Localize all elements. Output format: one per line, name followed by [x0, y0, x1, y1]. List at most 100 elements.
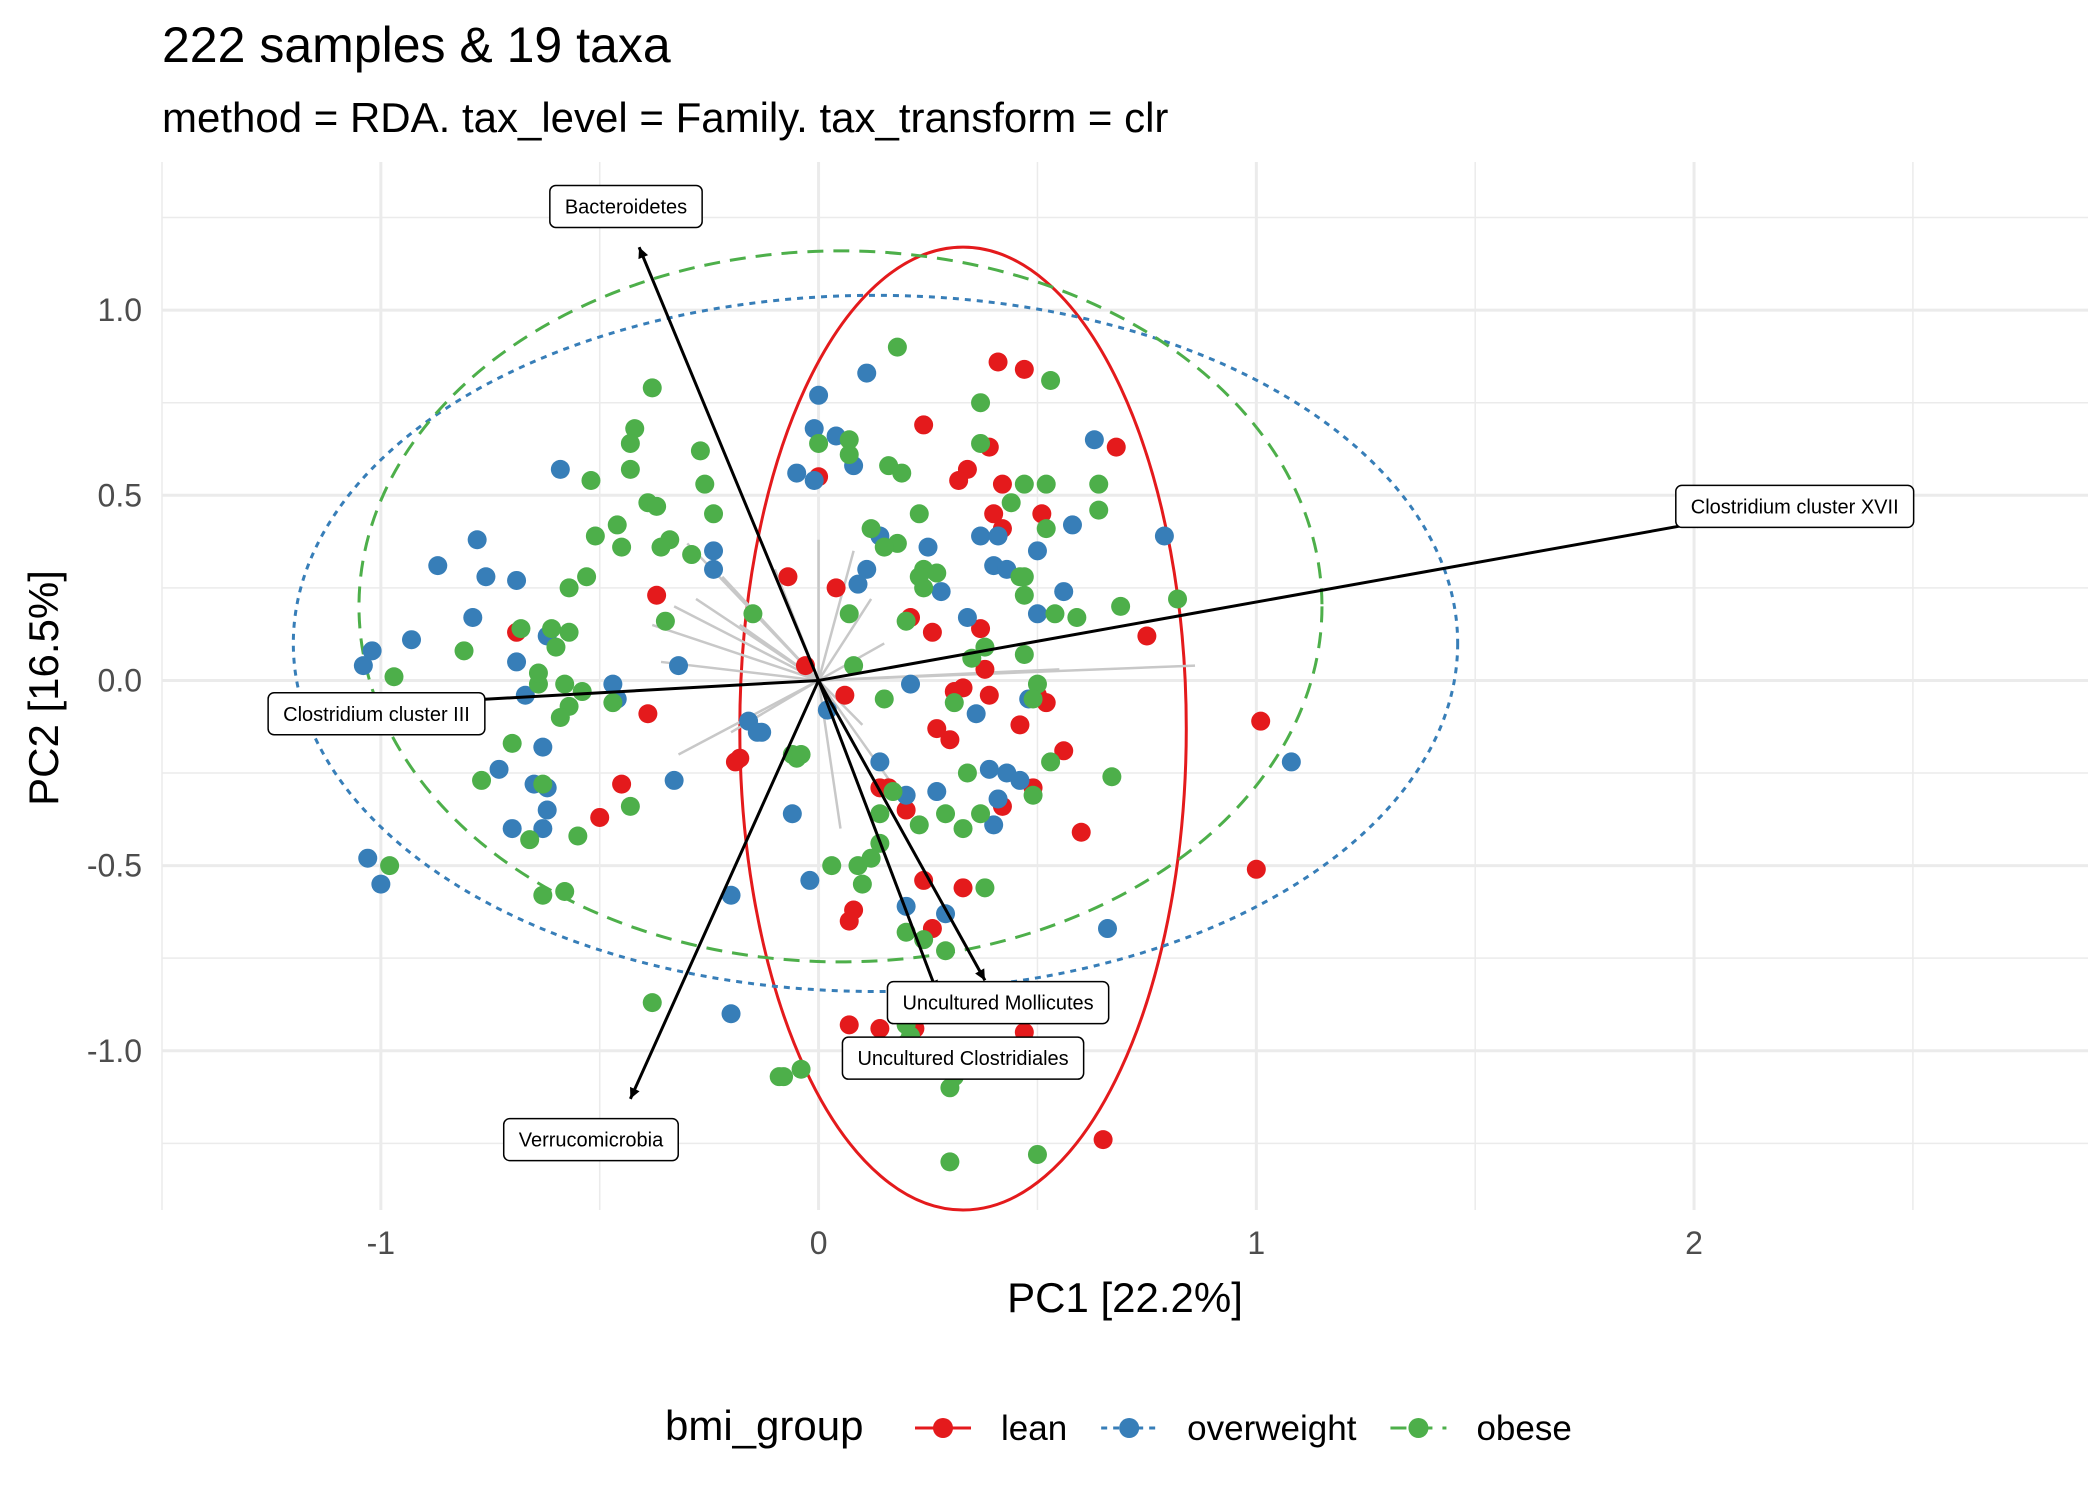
point-obese — [944, 693, 964, 713]
point-overweight — [809, 385, 829, 405]
point-lean — [839, 911, 859, 931]
point-obese — [870, 804, 890, 824]
loading-arrow — [817, 679, 987, 982]
point-overweight — [358, 848, 378, 868]
point-obese — [625, 419, 645, 439]
point-obese — [1001, 493, 1021, 513]
chart-subtitle: method = RDA. tax_level = Family. tax_tr… — [162, 94, 1168, 141]
loading-arrow — [637, 246, 820, 682]
point-overweight — [537, 800, 557, 820]
point-lean — [992, 474, 1012, 494]
point-obese — [384, 667, 404, 687]
point-obese — [655, 611, 675, 631]
point-lean — [953, 678, 973, 698]
minor-loading-arrow — [673, 605, 820, 682]
loading-label: Clostridium cluster III — [267, 692, 486, 736]
y-tick-label: -0.5 — [87, 848, 142, 884]
point-obese — [791, 1059, 811, 1079]
point-overweight — [800, 870, 820, 890]
point-obese — [743, 604, 763, 624]
point-obese — [502, 733, 522, 753]
grid-lines — [161, 162, 2088, 1210]
y-axis-label: PC2 [16.5%] — [20, 570, 67, 806]
legend-entry-overweight: overweight — [1101, 1409, 1357, 1448]
point-overweight — [984, 815, 1004, 835]
point-obese — [1168, 589, 1188, 609]
point-obese — [585, 526, 605, 546]
point-obese — [454, 641, 474, 661]
point-overweight — [489, 759, 509, 779]
point-overweight — [1097, 919, 1117, 939]
point-obese — [533, 774, 553, 794]
loading-label: Bacteroidetes — [549, 184, 703, 229]
point-lean — [984, 504, 1004, 524]
point-obese — [1041, 370, 1061, 390]
point-obese — [971, 804, 991, 824]
x-tick-label: 2 — [1685, 1225, 1703, 1261]
point-obese — [936, 804, 956, 824]
point-overweight — [371, 874, 391, 894]
loading-labels: Bacteroidetes Clostridium cluster XVII Clo… — [267, 184, 1915, 1162]
point-obese — [971, 393, 991, 413]
point-obese — [874, 689, 894, 709]
ellipse-obese — [357, 249, 1324, 964]
point-lean — [953, 878, 973, 898]
point-obese — [555, 674, 575, 694]
point-obese — [642, 993, 662, 1013]
point-obese — [695, 474, 715, 494]
point-overweight — [1154, 526, 1174, 546]
point-obese — [690, 441, 710, 461]
point-overweight — [804, 470, 824, 490]
loading-arrow — [818, 519, 1708, 682]
loading-label-box — [1675, 484, 1915, 529]
point-obese — [642, 378, 662, 398]
point-obese — [914, 578, 934, 598]
point-obese — [861, 848, 881, 868]
point-obese — [620, 459, 640, 479]
ellipse-lean — [738, 245, 1188, 1212]
point-overweight — [502, 819, 522, 839]
point-overweight — [533, 819, 553, 839]
minor-loading-arrow — [817, 679, 899, 793]
point-overweight — [857, 363, 877, 383]
arrow-head — [630, 1086, 640, 1099]
sample-points — [353, 337, 1301, 1172]
point-overweight — [463, 607, 483, 627]
point-obese — [887, 337, 907, 357]
point-overweight — [533, 737, 553, 757]
point-overweight — [721, 885, 741, 905]
point-obese — [620, 433, 640, 453]
point-lean — [647, 585, 667, 605]
point-overweight — [353, 656, 373, 676]
point-overweight — [1027, 604, 1047, 624]
point-overweight — [362, 641, 382, 661]
point-obese — [940, 1078, 960, 1098]
point-obese — [883, 782, 903, 802]
y-tick-label: 0.5 — [98, 477, 142, 513]
point-lean — [940, 730, 960, 750]
point-obese — [892, 463, 912, 483]
point-lean — [1014, 359, 1034, 379]
point-obese — [975, 878, 995, 898]
point-obese — [1036, 519, 1056, 539]
loading-label: Uncultured Clostridiales — [841, 1036, 1085, 1080]
point-obese — [909, 815, 929, 835]
loading-label-text: Uncultured Clostridiales — [857, 1048, 1068, 1070]
point-obese — [809, 433, 829, 453]
point-overweight — [848, 574, 868, 594]
point-lean — [870, 1019, 890, 1039]
legend-label: overweight — [1187, 1409, 1357, 1448]
point-obese — [603, 693, 623, 713]
x-tick-label: 0 — [810, 1225, 828, 1261]
point-lean — [1071, 822, 1091, 842]
point-overweight — [901, 674, 921, 694]
plot-panel: Bacteroidetes Clostridium cluster XVII Clo… — [161, 162, 2088, 1212]
x-axis-ticks: -1 0 1 2 — [367, 1225, 1703, 1261]
point-overweight — [787, 463, 807, 483]
legend-entry-lean: lean — [915, 1409, 1067, 1448]
point-obese — [568, 826, 588, 846]
point-lean — [949, 470, 969, 490]
point-overweight — [507, 652, 527, 672]
loading-label-box — [267, 692, 486, 736]
point-lean — [1251, 711, 1271, 731]
